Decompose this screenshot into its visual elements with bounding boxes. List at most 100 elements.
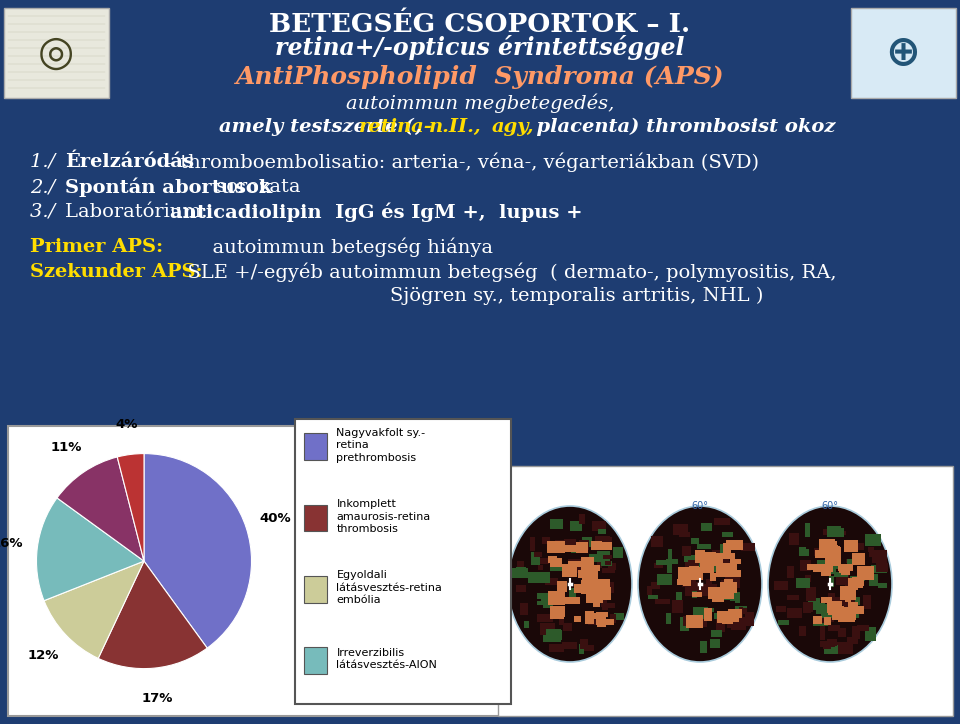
Bar [537, 593, 550, 599]
Text: Laboratórium:: Laboratórium: [65, 203, 214, 221]
Bar [846, 583, 853, 588]
Bar [597, 542, 612, 550]
Bar [838, 628, 846, 637]
Bar [722, 531, 733, 537]
Bar [602, 587, 612, 600]
Text: SLE +/-egyéb autoimmun betegség  ( dermato-, polymyositis, RA,: SLE +/-egyéb autoimmun betegség ( dermat… [175, 262, 836, 282]
Bar [692, 591, 697, 598]
Bar [581, 580, 593, 594]
Bar [570, 521, 582, 531]
Bar [708, 587, 713, 599]
Bar [541, 596, 556, 603]
Bar [877, 566, 885, 572]
Bar [599, 586, 604, 599]
Text: Nagyvakfolt sy.-
retina
prethrombosis: Nagyvakfolt sy.- retina prethrombosis [336, 428, 425, 463]
Bar [524, 620, 529, 628]
Bar [4, 8, 109, 98]
Bar [548, 591, 565, 605]
Bar [841, 570, 851, 576]
Bar [848, 578, 858, 590]
Bar [813, 564, 828, 572]
Bar [576, 542, 588, 553]
Bar [721, 553, 734, 559]
Bar [687, 568, 700, 580]
Bar [869, 552, 876, 557]
Bar [705, 557, 717, 568]
Bar [857, 580, 864, 586]
Ellipse shape [508, 506, 632, 662]
Bar [856, 566, 875, 580]
Bar [537, 558, 549, 565]
Bar [821, 604, 836, 618]
Text: autoimmun betegség hiánya: autoimmun betegség hiánya [175, 237, 493, 257]
Bar [722, 583, 733, 597]
Bar [714, 613, 723, 619]
Bar [821, 545, 837, 557]
Bar [695, 550, 706, 563]
Bar [722, 557, 729, 569]
Bar [594, 584, 608, 592]
Bar [700, 641, 707, 654]
Text: 3./: 3./ [30, 203, 68, 221]
Bar [648, 595, 659, 599]
Bar [681, 576, 693, 584]
Bar [543, 596, 553, 607]
Bar [844, 610, 856, 620]
Bar [545, 578, 556, 584]
Bar [651, 536, 662, 547]
Text: Sjögren sy., temporalis artritis, NHL ): Sjögren sy., temporalis artritis, NHL ) [390, 287, 763, 305]
Bar [697, 568, 703, 581]
Bar [579, 644, 584, 654]
Text: 2./: 2./ [30, 178, 68, 196]
Bar [730, 559, 741, 564]
Bar [683, 578, 696, 587]
Wedge shape [57, 457, 144, 561]
Bar [713, 553, 723, 565]
Bar [856, 543, 864, 550]
Bar [557, 581, 566, 592]
Bar [687, 560, 699, 568]
Bar [549, 644, 564, 652]
Bar [848, 602, 857, 613]
Bar [702, 557, 708, 569]
Bar [304, 434, 327, 460]
Bar [727, 540, 743, 550]
Bar [827, 602, 842, 613]
Text: – thromboembolisatio: arteria-, véna-, végarteriákban (SVD): – thromboembolisatio: arteria-, véna-, v… [158, 152, 759, 172]
Bar [821, 597, 831, 602]
Bar [852, 583, 863, 589]
Bar [702, 552, 715, 565]
Bar [516, 585, 526, 592]
Bar [863, 595, 871, 609]
Bar [723, 614, 739, 622]
Bar [820, 542, 836, 549]
Bar [844, 540, 858, 552]
Bar [679, 532, 690, 536]
Bar [579, 540, 588, 550]
Wedge shape [36, 498, 144, 601]
Bar [840, 597, 855, 605]
Text: 11%: 11% [51, 441, 83, 454]
Bar [726, 571, 741, 577]
Bar [847, 560, 860, 565]
Bar [826, 606, 837, 615]
Bar [555, 540, 569, 544]
Bar [656, 560, 668, 565]
Text: amely testszerte (: amely testszerte ( [219, 118, 414, 136]
Bar [834, 547, 841, 560]
Bar [720, 582, 737, 593]
Text: Érelzáródás: Érelzáródás [65, 153, 194, 171]
Bar [647, 586, 652, 595]
Bar [597, 551, 610, 563]
Bar [708, 563, 716, 571]
Bar [602, 619, 608, 625]
Bar [559, 617, 564, 625]
Bar [716, 563, 731, 577]
Text: AntiPhospholipid  Syndroma (APS): AntiPhospholipid Syndroma (APS) [236, 65, 724, 89]
Bar [304, 647, 327, 674]
Text: Primer APS:: Primer APS: [30, 238, 163, 256]
Bar [603, 555, 612, 560]
Bar [701, 523, 712, 531]
Bar [568, 559, 581, 573]
Bar [828, 606, 844, 615]
